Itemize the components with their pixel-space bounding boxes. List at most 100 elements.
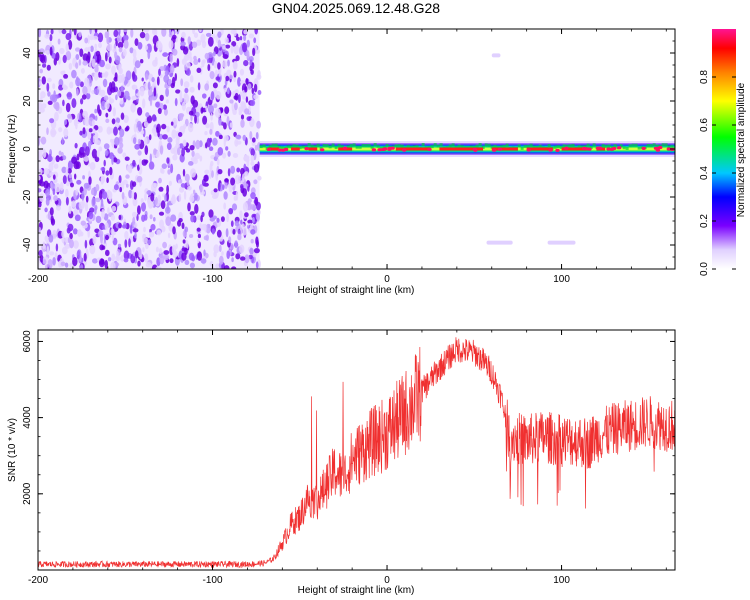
signal-peak-dot (473, 148, 478, 152)
noise-speckle (110, 214, 116, 221)
noise-speckle (185, 62, 191, 68)
noise-speckle (79, 112, 82, 123)
signal-texture (661, 143, 665, 147)
noise-speckle (122, 179, 128, 185)
noise-speckle (143, 137, 148, 147)
noise-speckle (60, 261, 66, 267)
noise-speckle (49, 207, 54, 216)
noise-speckle (204, 131, 208, 136)
noise-speckle (163, 108, 168, 116)
signal-texture (634, 143, 638, 147)
noise-speckle (254, 196, 259, 206)
noise-speckle (149, 96, 153, 107)
signal-texture (649, 144, 653, 148)
noise-speckle (92, 35, 99, 41)
noise-speckle (178, 218, 183, 223)
signal-texture (520, 146, 524, 150)
noise-speckle (103, 143, 110, 150)
noise-speckle (99, 89, 106, 98)
signal-peak (526, 147, 553, 151)
noise-speckle (122, 34, 129, 42)
signal-texture (538, 144, 542, 148)
signal-texture (307, 143, 311, 147)
noise-speckle (54, 111, 59, 122)
noise-speckle (224, 106, 230, 114)
noise-speckle (129, 224, 133, 234)
noise-speckle (141, 202, 146, 212)
noise-speckle (95, 215, 102, 224)
noise-speckle (220, 107, 224, 113)
noise-speckle (159, 94, 164, 102)
noise-speckle (204, 52, 210, 60)
noise-speckle (85, 195, 89, 203)
noise-speckle (124, 156, 130, 161)
noise-speckle (53, 163, 59, 169)
noise-speckle (65, 33, 72, 41)
noise-speckle (75, 189, 79, 196)
noise-speckle (254, 29, 258, 35)
signal-texture (532, 145, 536, 149)
noise-speckle (225, 146, 229, 151)
noise-speckle (215, 76, 221, 81)
noise-speckle (250, 69, 254, 75)
noise-speckle (184, 259, 190, 265)
noise-speckle (82, 127, 86, 135)
noise-speckle (229, 122, 233, 128)
noise-speckle (189, 234, 194, 238)
noise-speckle (212, 194, 218, 199)
noise-speckle (132, 48, 137, 59)
noise-speckle (47, 100, 53, 106)
noise-speckle (90, 135, 94, 146)
noise-speckle (40, 136, 47, 145)
signal-texture (451, 143, 455, 147)
noise-speckle (235, 253, 241, 260)
signal-texture (328, 145, 332, 149)
noise-speckle (177, 147, 181, 156)
noise-speckle (49, 34, 53, 42)
noise-speckle (250, 204, 257, 211)
noise-speckle (212, 137, 218, 146)
noise-speckle (160, 200, 166, 210)
noise-speckle (143, 29, 150, 33)
noise-speckle (89, 29, 92, 35)
noise-speckle (133, 192, 137, 200)
noise-speckle (156, 76, 160, 86)
noise-speckle (59, 47, 65, 55)
noise-speckle (107, 51, 110, 58)
noise-speckle (146, 190, 152, 195)
noise-speckle (119, 128, 125, 138)
noise-speckle (236, 36, 240, 41)
signal-texture (322, 143, 326, 147)
colorbar: 0.0 0.2 0.4 0.6 0.8 Normalized spectral ampl… (699, 29, 747, 276)
noise-speckle (52, 257, 56, 266)
noise-speckle (246, 50, 250, 59)
noise-speckle (190, 114, 193, 122)
noise-speckle (65, 43, 69, 52)
noise-speckle (84, 201, 89, 212)
noise-speckle (84, 116, 90, 127)
noise-speckle (227, 168, 231, 177)
noise-speckle (65, 196, 69, 206)
signal-peak-dot (427, 147, 432, 151)
signal-texture (667, 145, 671, 149)
signal-texture (352, 143, 356, 147)
signal-texture (556, 145, 560, 149)
noise-speckle (172, 48, 178, 56)
signal-texture (490, 145, 494, 149)
noise-speckle (196, 227, 201, 232)
noise-speckle (249, 247, 254, 255)
noise-speckle (190, 214, 195, 223)
noise-speckle (250, 161, 255, 166)
noise-speckle (257, 90, 262, 95)
noise-speckle (91, 119, 96, 127)
signal-peak-dot (387, 146, 392, 150)
noise-speckle (69, 232, 73, 240)
signal-texture (349, 143, 353, 147)
noise-speckle (88, 176, 92, 185)
noise-speckle (104, 150, 109, 156)
colorbar-ticks: 0.0 0.2 0.4 0.6 0.8 (699, 70, 736, 276)
noise-speckle (144, 192, 147, 201)
noise-speckle (63, 74, 69, 79)
noise-speckle (119, 187, 122, 193)
